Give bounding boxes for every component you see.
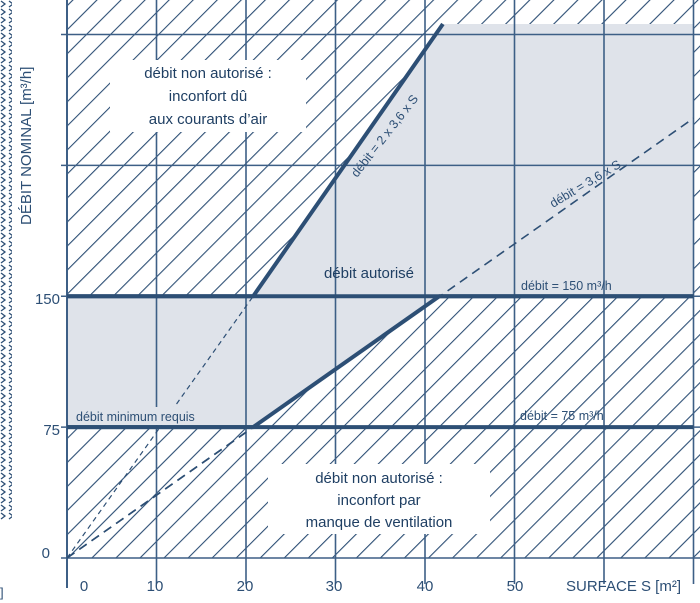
svg-text:manque de ventilation: manque de ventilation — [306, 514, 453, 531]
svg-text:aux courants d’air: aux courants d’air — [149, 111, 267, 128]
left-edge-decoration — [0, 0, 12, 520]
annotation-h75: débit = 75 m³/h — [520, 409, 604, 423]
annotation-min: débit minimum requis — [72, 407, 240, 425]
x-tick-label: 20 — [237, 578, 254, 595]
x-tick-label: 30 — [326, 578, 343, 595]
annotation-h150: débit = 150 m³/h — [521, 279, 612, 293]
svg-text:inconfort dû: inconfort dû — [169, 88, 247, 105]
x-tick-label: 40 — [417, 578, 434, 595]
y-tick-label: 75 — [43, 422, 60, 439]
allowed-region — [67, 24, 694, 428]
svg-text:débit non autorisé :: débit non autorisé : — [315, 470, 443, 487]
x-tick-label: 0 — [80, 578, 88, 595]
lower-region-label: débit non autorisé : inconfort par manqu… — [268, 464, 490, 534]
series-line-dashed-lower — [66, 426, 254, 559]
svg-text:inconfort par: inconfort par — [337, 492, 420, 509]
x-tick-label: 50 — [507, 578, 524, 595]
x-tick-label: 10 — [147, 578, 164, 595]
svg-text:débit non autorisé :: débit non autorisé : — [144, 65, 272, 82]
svg-text:débit minimum requis: débit minimum requis — [76, 410, 195, 424]
upper-region-label: débit non autorisé : inconfort dû aux co… — [110, 60, 306, 132]
y-axis-label: DÉBIT NOMINAL [m³/h] — [18, 67, 35, 225]
x-axis-label: SURFACE S [m²] — [566, 578, 681, 595]
edge-glyph: ] — [0, 585, 4, 600]
allowed-region-label: débit autorisé — [324, 265, 414, 282]
y-tick-label: 0 — [42, 545, 50, 562]
y-tick-label: 150 — [35, 291, 60, 308]
